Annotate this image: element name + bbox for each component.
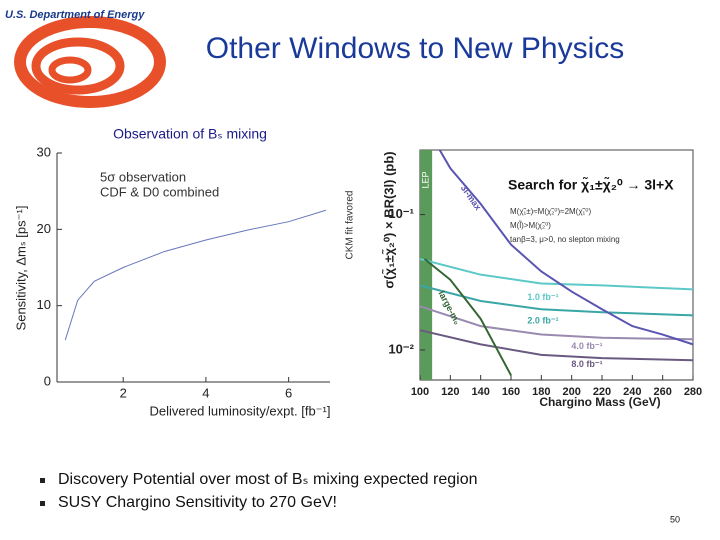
x-tick-label: 220 xyxy=(593,386,611,398)
x-tick-label: 260 xyxy=(653,386,671,398)
logo xyxy=(14,16,166,108)
logo-ring xyxy=(14,16,166,108)
x-tick-label: 160 xyxy=(502,386,520,398)
y-tick-label: 20 xyxy=(37,221,51,236)
series-line xyxy=(419,329,694,362)
x-tick-label: 6 xyxy=(285,385,292,400)
y-tick-label: 30 xyxy=(37,144,51,159)
bullet-marker xyxy=(40,501,45,506)
x-tick-label: 4 xyxy=(202,385,209,400)
x-tick-label: 280 xyxy=(684,386,702,398)
series-label: 1.0 fb⁻¹ xyxy=(527,292,558,302)
series-line xyxy=(419,284,694,317)
slide-title: Other Windows to New Physics xyxy=(206,32,624,65)
series-line xyxy=(423,258,512,376)
annotation: M(l̃)>M(χ̃₂⁰) xyxy=(510,221,551,230)
series-label: 2.0 fb⁻¹ xyxy=(527,316,558,326)
series-line xyxy=(419,305,694,341)
y-tick-label: 10⁻² xyxy=(388,341,414,356)
series-line xyxy=(438,149,694,346)
annotation: 5σ observation xyxy=(100,169,186,184)
annotation: tanβ=3, μ>0, no slepton mixing xyxy=(510,235,620,244)
y-axis-label: Sensitivity, Δmₛ [ps⁻¹] xyxy=(13,206,28,331)
page-number: 50 xyxy=(670,514,680,524)
y-tick-label: 10⁻¹ xyxy=(388,206,414,221)
x-tick-label: 180 xyxy=(532,386,550,398)
lep-band xyxy=(420,150,433,380)
y-tick-label: 0 xyxy=(44,373,51,388)
logo-ring xyxy=(31,37,125,95)
x-axis-label: Delivered luminosity/expt. [fb⁻¹] xyxy=(150,403,331,418)
series-label: 4.0 fb⁻¹ xyxy=(571,341,602,351)
series-label: 8.0 fb⁻¹ xyxy=(571,359,602,369)
x-tick-label: 2 xyxy=(120,385,127,400)
bullet-marker xyxy=(40,478,45,483)
chart-title: Search for χ̃₁±χ̃₂⁰ → 3l+X xyxy=(508,176,674,193)
x-axis-label: Chargino Mass (GeV) xyxy=(539,395,660,409)
y-axis-label: σ(χ̃₁±χ̃₂⁰) × BR(3l) (pb) xyxy=(381,151,396,288)
bullet: SUSY Chargino Sensitivity to 270 GeV! xyxy=(58,494,337,511)
agency: U.S. Department of Energy xyxy=(5,9,145,21)
series-line xyxy=(64,209,327,341)
bullet: Discovery Potential over most of Bₛ mixi… xyxy=(58,471,478,488)
annotation: M(χ̃₁±)≈M(χ̃₂⁰)≈2M(χ̃₁⁰) xyxy=(510,207,591,216)
annotation: CKM fit favored xyxy=(345,191,356,260)
x-tick-label: 140 xyxy=(471,386,489,398)
x-tick-label: 100 xyxy=(411,386,429,398)
annotation: LEP xyxy=(420,171,430,188)
x-tick-label: 120 xyxy=(441,386,459,398)
annotation: CDF & D0 combined xyxy=(100,184,219,199)
series-line xyxy=(419,258,694,291)
x-tick-label: 240 xyxy=(623,386,641,398)
x-tick-label: 200 xyxy=(562,386,580,398)
y-tick-label: 10 xyxy=(37,297,51,312)
chart-title: Observation of Bₛ mixing xyxy=(113,126,267,142)
logo-ring xyxy=(48,56,92,84)
